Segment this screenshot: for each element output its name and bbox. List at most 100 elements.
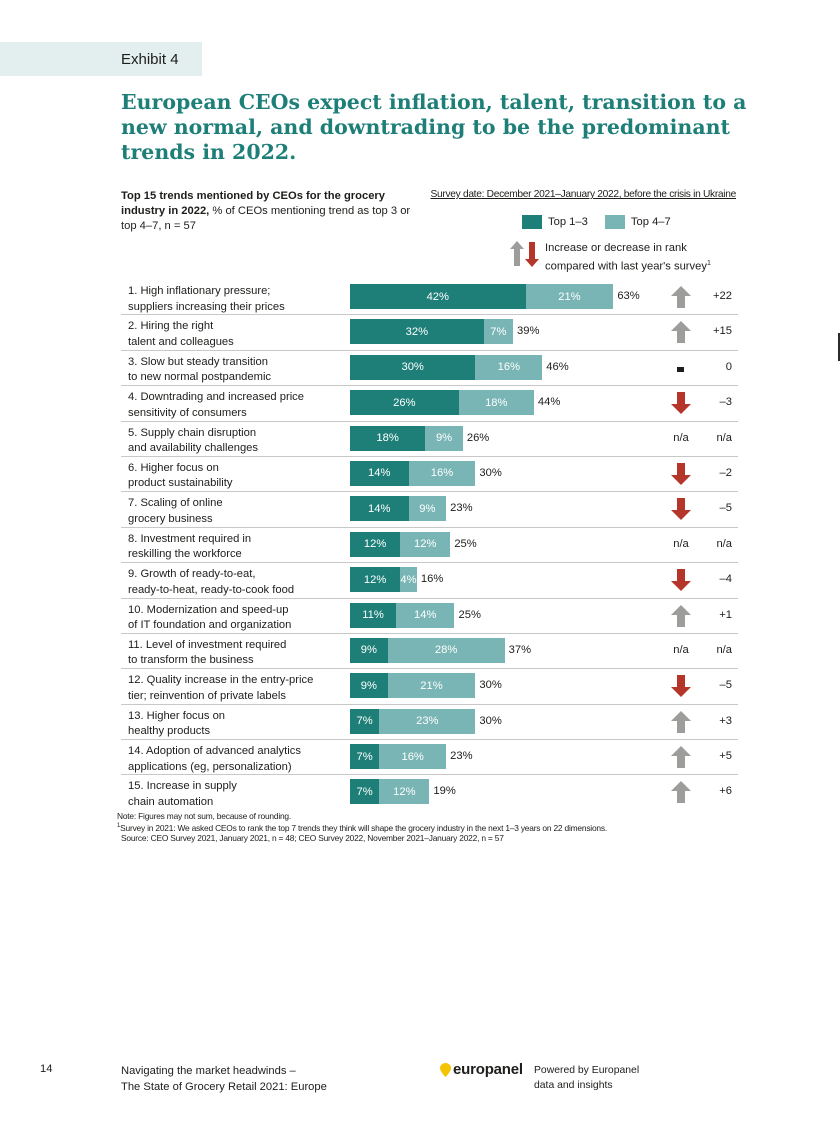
- rank-change-value: +5: [719, 750, 732, 763]
- legend-swatch-top13: [522, 215, 542, 229]
- rank-unchanged-dash-icon: [669, 356, 693, 380]
- trend-label: 2. Hiring the right talent and colleague…: [128, 320, 234, 348]
- bar-top13-value-label: 14%: [368, 467, 391, 480]
- bar-top13-value-label: 18%: [376, 432, 399, 445]
- rank-up-arrow-icon: [669, 604, 693, 628]
- bar-top13: 9%: [350, 673, 388, 699]
- trend-label: 11. Level of investment required to tran…: [128, 638, 287, 667]
- trend-row: 3. Slow but steady transition to new nor…: [121, 351, 738, 387]
- trend-label: 5. Supply chain disruption and availabil…: [128, 426, 258, 455]
- bar-top13: 14%: [350, 460, 409, 486]
- total-value-label: 25%: [454, 537, 477, 550]
- bar-top47: 12%: [379, 779, 430, 805]
- rank-change-value: –5: [719, 502, 732, 515]
- total-value-label: 63%: [617, 290, 640, 302]
- rank-up-arrow-icon: [669, 320, 693, 344]
- bar-top47: 28%: [387, 637, 505, 663]
- page-edge-mark: [838, 333, 840, 361]
- bar-top13: 42%: [350, 284, 526, 309]
- trend-label: 13. Higher focus on healthy products: [128, 709, 226, 738]
- trend-label: 1. High inflationary pressure; suppliers…: [128, 285, 285, 313]
- rank-legend: Increase or decrease in rank compared wi…: [509, 240, 711, 275]
- rank-change-value: +1: [719, 608, 732, 621]
- bar-top47: 4%: [400, 567, 417, 593]
- chart-subtitle: Top 15 trends mentioned by CEOs for the …: [121, 189, 421, 234]
- bar-top13: 7%: [350, 779, 380, 805]
- total-value-label: 39%: [517, 325, 540, 338]
- rank-change-value: +3: [719, 714, 732, 727]
- rank-change-value: 0: [725, 360, 732, 373]
- bar-top47-value-label: 16%: [430, 467, 454, 480]
- bar-top13: 7%: [350, 744, 380, 770]
- bar-top47-value-label: 21%: [558, 290, 581, 303]
- bar-top13-value-label: 12%: [363, 573, 387, 586]
- trend-row: 9. Growth of ready-to-eat, ready-to-heat…: [121, 563, 738, 599]
- trend-row: 14. Adoption of advanced analytics appli…: [121, 740, 738, 776]
- rank-down-arrow-icon: [669, 674, 693, 698]
- bar-top47-value-label: 7%: [490, 325, 507, 338]
- chart-rows: 1. High inflationary pressure; suppliers…: [121, 280, 738, 811]
- total-value-label: 23%: [450, 750, 473, 763]
- bar-top47: 16%: [379, 744, 447, 770]
- total-value-label: 37%: [508, 643, 532, 656]
- subtitle-bold: Top 15 trends mentioned by CEOs for the …: [121, 190, 385, 217]
- rank-change-value: n/a: [716, 431, 732, 444]
- chart-legend: Top 1–3 Top 4–7: [522, 215, 685, 232]
- legend-label-top47: Top 4–7: [630, 216, 671, 228]
- bar-top47: 7%: [483, 319, 513, 345]
- legend-label-top13: Top 1–3: [548, 216, 588, 228]
- rank-up-arrow-icon: [669, 780, 693, 804]
- trend-row: 5. Supply chain disruption and availabil…: [121, 422, 738, 457]
- trend-row: 6. Higher focus on product sustainabilit…: [121, 457, 738, 493]
- trend-label: 6. Higher focus on product sustainabilit…: [128, 461, 233, 490]
- location-pin-icon: [440, 1062, 451, 1077]
- total-value-label: 16%: [420, 573, 444, 586]
- bar-top13-value-label: 30%: [401, 361, 424, 374]
- chart-notes: Note: Figures may not sum, because of ro…: [117, 811, 607, 843]
- trend-row: 10. Modernization and speed-up of IT fou…: [121, 599, 738, 634]
- rank-change-value: –4: [719, 573, 732, 586]
- bar-top13: 9%: [350, 637, 388, 663]
- bar-top47-value-label: 14%: [414, 609, 437, 622]
- total-value-label: 25%: [458, 608, 481, 621]
- exhibit-label: Exhibit 4: [0, 42, 202, 76]
- bar-top47-value-label: 12%: [393, 785, 416, 798]
- bar-top13: 32%: [350, 319, 484, 345]
- bar-top13: 18%: [350, 425, 426, 451]
- bar-top13: 14%: [350, 496, 409, 522]
- trend-label: 15. Increase in supply chain automation: [128, 780, 237, 808]
- total-value-label: 46%: [546, 360, 569, 373]
- bar-top13: 7%: [350, 708, 380, 734]
- page-number: 14: [40, 1063, 53, 1075]
- rank-change-value: n/a: [716, 643, 732, 656]
- europanel-logo: europanel: [440, 1061, 523, 1078]
- bar-top47-value-label: 18%: [485, 396, 508, 409]
- bar-top47-value-label: 16%: [497, 361, 521, 374]
- note-survey: 1Survey in 2021: We asked CEOs to rank t…: [117, 822, 607, 833]
- total-value-label: 23%: [450, 502, 473, 515]
- trend-row: 2. Hiring the right talent and colleague…: [121, 315, 738, 351]
- rank-legend-footnote: 1: [706, 260, 711, 267]
- rank-down-arrow-icon: [669, 462, 693, 486]
- trend-row: 15. Increase in supply chain automation 7…: [121, 775, 738, 810]
- subtitle-rest: % of CEOs mentioning trend as top 3 or t…: [121, 205, 411, 232]
- legend-item-top47: Top 4–7: [604, 215, 671, 229]
- trend-label: 12. Quality increase in the entry-price …: [128, 674, 314, 702]
- bar-top47-value-label: 21%: [420, 679, 443, 692]
- bar-top13-value-label: 9%: [360, 679, 377, 692]
- trend-label: 8. Investment required in reskilling the…: [128, 532, 252, 561]
- rank-direction-na: n/a: [673, 431, 689, 444]
- total-value-label: 26%: [466, 431, 490, 444]
- bar-top13-value-label: 12%: [363, 538, 387, 551]
- bar-top47: 21%: [387, 673, 476, 699]
- rank-down-arrow-icon: [669, 497, 693, 521]
- bar-top13-value-label: 7%: [356, 785, 373, 798]
- logo-text: europanel: [453, 1061, 523, 1078]
- note-rounding: Note: Figures may not sum, because of ro…: [117, 811, 292, 821]
- trend-row: 11. Level of investment required to tran…: [121, 634, 738, 670]
- bar-top47: 16%: [475, 354, 543, 380]
- rank-change-value: –2: [719, 466, 732, 479]
- rank-change-value: +6: [719, 785, 732, 798]
- rank-down-arrow-icon: [669, 391, 693, 415]
- trend-row: 4. Downtrading and increased price sensi…: [121, 386, 738, 422]
